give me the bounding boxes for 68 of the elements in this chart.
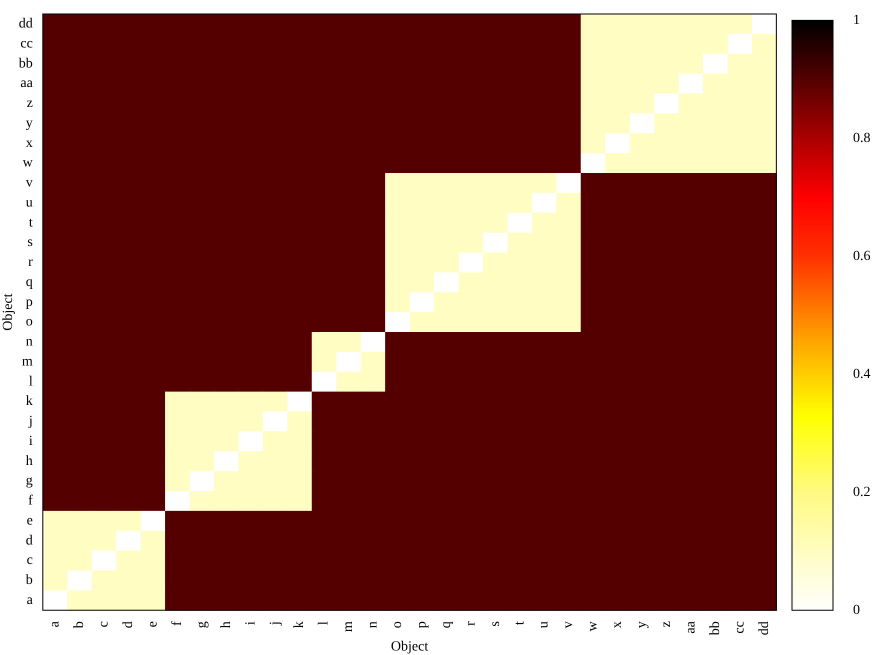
x-tick-label: i xyxy=(243,621,258,626)
y-tick-label: r xyxy=(28,255,34,270)
x-tick-label: d xyxy=(121,621,136,628)
y-tick-label: s xyxy=(27,235,33,250)
color-bar-label: 0.2 xyxy=(853,484,870,500)
x-tick-label: g xyxy=(194,621,210,628)
x-tick-label: n xyxy=(366,621,381,628)
x-tick-label: x xyxy=(610,621,626,628)
y-tick-label: d xyxy=(26,533,33,548)
y-tick-label: c xyxy=(26,553,33,568)
y-tick-label: m xyxy=(22,354,33,370)
x-tick-label: t xyxy=(512,621,528,626)
y-tick-label: h xyxy=(26,454,33,469)
x-tick-label: j xyxy=(268,621,283,626)
x-tick-label: b xyxy=(72,621,88,628)
y-tick-label: v xyxy=(26,176,33,191)
x-tick-label: r xyxy=(463,620,478,626)
x-tick-label: o xyxy=(390,621,406,628)
y-tick-label: o xyxy=(26,314,33,330)
y-tick-label: t xyxy=(28,215,33,230)
color-bar-label: 0.8 xyxy=(853,131,870,146)
y-tick-label: cc xyxy=(20,36,33,52)
x-tick-label: l xyxy=(316,621,332,626)
x-tick-label: z xyxy=(658,621,674,628)
x-tick-label: f xyxy=(170,620,185,626)
color-bar-label: 0.4 xyxy=(853,366,870,382)
x-tick-label: a xyxy=(48,620,63,628)
y-tick-label: aa xyxy=(20,76,34,92)
x-tick-label: v xyxy=(561,621,576,628)
x-tick-label: u xyxy=(536,621,552,628)
x-axis-title: Object xyxy=(390,639,428,654)
color-bar-label: 0.6 xyxy=(853,248,870,264)
x-tick-label: e xyxy=(146,621,161,628)
x-tick-label: w xyxy=(586,620,601,632)
y-tick-label: z xyxy=(26,96,33,112)
y-tick-label: u xyxy=(26,195,33,210)
y-tick-label: y xyxy=(26,116,33,131)
x-tick-label: y xyxy=(634,621,650,628)
y-tick-label: b xyxy=(26,573,33,588)
color-bar-label: 0 xyxy=(853,602,860,618)
x-tick-label: bb xyxy=(708,621,723,636)
y-tick-label: k xyxy=(26,394,33,410)
y-tick-label: i xyxy=(28,434,33,449)
y-tick-label: a xyxy=(26,592,34,608)
x-tick-label: aa xyxy=(683,620,698,634)
x-tick-label: c xyxy=(96,621,112,628)
y-tick-label: g xyxy=(26,474,33,489)
y-tick-label: f xyxy=(28,494,34,509)
color-bar-label: 1 xyxy=(853,13,860,28)
y-tick-label: l xyxy=(28,374,33,390)
x-tick-label: k xyxy=(292,621,308,628)
x-tick-label: cc xyxy=(732,621,748,634)
x-tick-label: dd xyxy=(756,621,772,636)
x-tick-label: p xyxy=(414,621,430,628)
y-tick-label: dd xyxy=(18,16,33,32)
x-tick-label: s xyxy=(488,621,503,627)
y-tick-label: q xyxy=(26,274,33,290)
y-axis-title: Object xyxy=(1,293,16,331)
y-tick-label: bb xyxy=(18,56,33,72)
x-tick-label: m xyxy=(341,621,356,632)
y-tick-label: p xyxy=(26,294,33,310)
y-tick-label: n xyxy=(26,334,33,350)
y-tick-label: w xyxy=(22,156,34,171)
y-tick-label: x xyxy=(26,136,33,151)
y-tick-label: e xyxy=(26,513,33,528)
x-tick-label: h xyxy=(218,621,234,628)
y-tick-label: j xyxy=(28,414,33,430)
x-tick-label: q xyxy=(438,621,454,628)
